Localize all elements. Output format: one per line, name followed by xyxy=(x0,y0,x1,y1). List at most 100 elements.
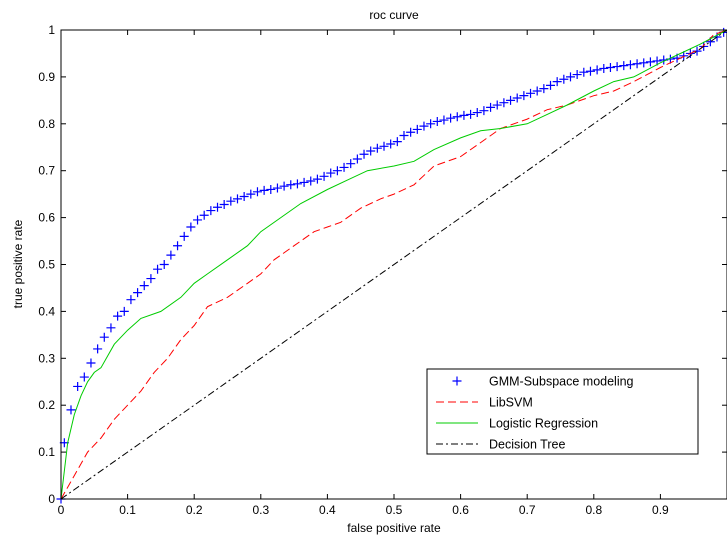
data-point xyxy=(693,47,702,56)
data-point xyxy=(306,177,315,186)
x-tick-label: 0.5 xyxy=(386,503,403,517)
data-point xyxy=(293,179,302,188)
data-point xyxy=(100,333,109,342)
x-tick-label: 0.1 xyxy=(119,503,136,517)
data-point xyxy=(120,307,129,316)
data-point xyxy=(246,190,255,199)
data-point xyxy=(126,295,135,304)
y-axis-label: true positive rate xyxy=(11,219,25,308)
data-point xyxy=(353,154,362,163)
data-point xyxy=(526,89,535,98)
x-tick-label: 0.4 xyxy=(319,503,336,517)
x-tick-label: 0.6 xyxy=(452,503,469,517)
data-point xyxy=(433,117,442,126)
x-tick-label: 0.7 xyxy=(519,503,536,517)
data-point xyxy=(193,215,202,224)
y-tick-label: 0.5 xyxy=(38,258,55,272)
y-tick-label: 1 xyxy=(48,23,55,37)
data-point xyxy=(346,159,355,168)
y-tick-label: 0.7 xyxy=(38,164,55,178)
data-point xyxy=(106,323,115,332)
x-tick-label: 0 xyxy=(58,503,65,517)
data-point xyxy=(439,116,448,125)
data-point xyxy=(579,68,588,77)
data-point xyxy=(606,63,615,72)
data-point xyxy=(513,94,522,103)
data-point xyxy=(533,86,542,95)
data-point xyxy=(160,260,169,269)
data-point xyxy=(633,59,642,68)
data-point xyxy=(559,75,568,84)
data-point xyxy=(180,232,189,241)
legend-label: Logistic Regression xyxy=(489,417,598,431)
data-point xyxy=(553,77,562,86)
y-tick-label: 0.3 xyxy=(38,351,55,365)
data-point xyxy=(200,211,209,220)
data-point xyxy=(153,265,162,274)
legend-label: LibSVM xyxy=(489,396,533,410)
data-point xyxy=(146,274,155,283)
data-point xyxy=(506,96,515,105)
data-point xyxy=(266,185,275,194)
data-point xyxy=(166,251,175,260)
y-tick-label: 0.9 xyxy=(38,70,55,84)
data-point xyxy=(679,51,688,60)
x-tick-label: 0.9 xyxy=(652,503,669,517)
data-point xyxy=(473,108,482,117)
data-point xyxy=(459,111,468,120)
data-point xyxy=(286,180,295,189)
data-point xyxy=(233,194,242,203)
legend-label: Decision Tree xyxy=(489,438,565,452)
data-point xyxy=(639,58,648,67)
data-point xyxy=(566,72,575,81)
data-point xyxy=(93,344,102,353)
data-point xyxy=(593,65,602,74)
y-tick-label: 0.8 xyxy=(38,117,55,131)
data-point xyxy=(66,405,75,414)
data-point xyxy=(273,184,282,193)
data-point xyxy=(573,70,582,79)
data-point xyxy=(586,67,595,76)
data-point xyxy=(499,98,508,107)
data-point xyxy=(380,142,389,151)
x-tick-label: 0.8 xyxy=(585,503,602,517)
y-tick-label: 0.2 xyxy=(38,398,55,412)
x-tick-label: 0.3 xyxy=(252,503,269,517)
x-axis-label: false positive rate xyxy=(347,521,441,535)
data-point xyxy=(73,382,82,391)
y-tick-label: 0.6 xyxy=(38,211,55,225)
data-point xyxy=(453,112,462,121)
data-point xyxy=(113,312,122,321)
data-point xyxy=(300,178,309,187)
data-point xyxy=(253,187,262,196)
data-point xyxy=(619,61,628,70)
data-point xyxy=(426,119,435,128)
data-point xyxy=(240,192,249,201)
legend-label: GMM-Subspace modeling xyxy=(489,375,634,389)
data-point xyxy=(519,91,528,100)
data-point xyxy=(446,114,455,123)
data-point xyxy=(186,222,195,231)
data-point xyxy=(173,241,182,250)
data-point xyxy=(466,110,475,119)
data-point xyxy=(626,60,635,69)
chart-title: roc curve xyxy=(369,8,419,22)
x-tick-label: 0.2 xyxy=(186,503,203,517)
data-point xyxy=(280,182,289,191)
data-point xyxy=(80,373,89,382)
legend: GMM-Subspace modeling LibSVM Logistic Regr… xyxy=(427,369,698,454)
data-point xyxy=(86,358,95,367)
data-point xyxy=(646,57,655,66)
y-tick-label: 0.4 xyxy=(38,304,55,318)
y-tick-label: 0.1 xyxy=(38,445,55,459)
data-point xyxy=(613,62,622,71)
data-point xyxy=(140,281,149,290)
data-point xyxy=(260,186,269,195)
data-point xyxy=(133,288,142,297)
data-point xyxy=(386,139,395,148)
data-point xyxy=(393,137,402,146)
y-tick-label: 0 xyxy=(48,492,55,506)
data-point xyxy=(599,64,608,73)
data-point xyxy=(493,101,502,110)
